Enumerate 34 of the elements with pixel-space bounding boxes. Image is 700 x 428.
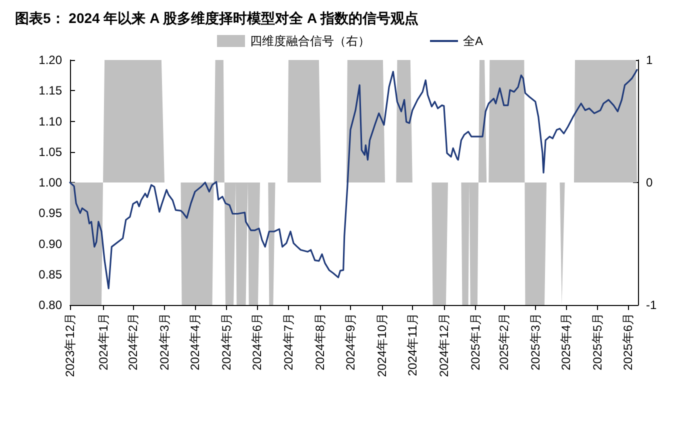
x-tick-label: 2024年12月 xyxy=(436,313,451,378)
x-tick-label: 2024年1月 xyxy=(96,313,111,370)
y-tick-label: 1.20 xyxy=(38,53,62,67)
x-tick-label: 2024年10月 xyxy=(374,313,389,378)
y-tick-label: 1.05 xyxy=(38,144,62,159)
x-tick-label: 2024年7月 xyxy=(281,313,296,370)
x-tick-label: 2024年4月 xyxy=(188,313,202,370)
y-tick-label: 1.00 xyxy=(38,176,62,190)
legend-label: 四维度融合信号（右） xyxy=(250,34,370,48)
x-tick-label: 2025年5月 xyxy=(590,313,604,370)
y-tick-label: 0.90 xyxy=(38,236,62,251)
x-tick-label: 2025年4月 xyxy=(558,313,573,370)
x-tick-label: 2025年2月 xyxy=(496,313,511,370)
y2-tick-label: 1 xyxy=(646,53,653,67)
y-tick-label: 0.95 xyxy=(38,206,62,220)
x-tick-label: 2024年11月 xyxy=(405,313,420,376)
x-tick-label: 2025年3月 xyxy=(528,313,542,370)
x-tick-label: 2023年12月 xyxy=(63,313,77,378)
y-tick-label: 0.85 xyxy=(38,267,62,282)
x-tick-label: 2024年8月 xyxy=(312,313,327,370)
x-tick-label: 2024年6月 xyxy=(250,313,264,370)
x-tick-label: 2025年1月 xyxy=(468,313,482,370)
x-tick-label: 2024年3月 xyxy=(157,313,172,370)
legend-label: 全A xyxy=(463,34,484,48)
x-tick-label: 2024年5月 xyxy=(219,313,234,370)
y-tick-label: 1.15 xyxy=(38,84,62,98)
x-tick-label: 2024年9月 xyxy=(343,313,358,370)
chart-title: 图表5： 2024 年以来 A 股多维度择时模型对全 A 指数的信号观点 xyxy=(15,10,418,26)
y2-tick-label: 0 xyxy=(646,176,653,190)
y2-tick-label: -1 xyxy=(646,298,657,312)
x-tick-label: 2025年6月 xyxy=(620,313,635,370)
y-tick-label: 0.80 xyxy=(38,298,62,312)
y-tick-label: 1.10 xyxy=(38,114,62,128)
x-tick-label: 2024年2月 xyxy=(126,313,140,370)
